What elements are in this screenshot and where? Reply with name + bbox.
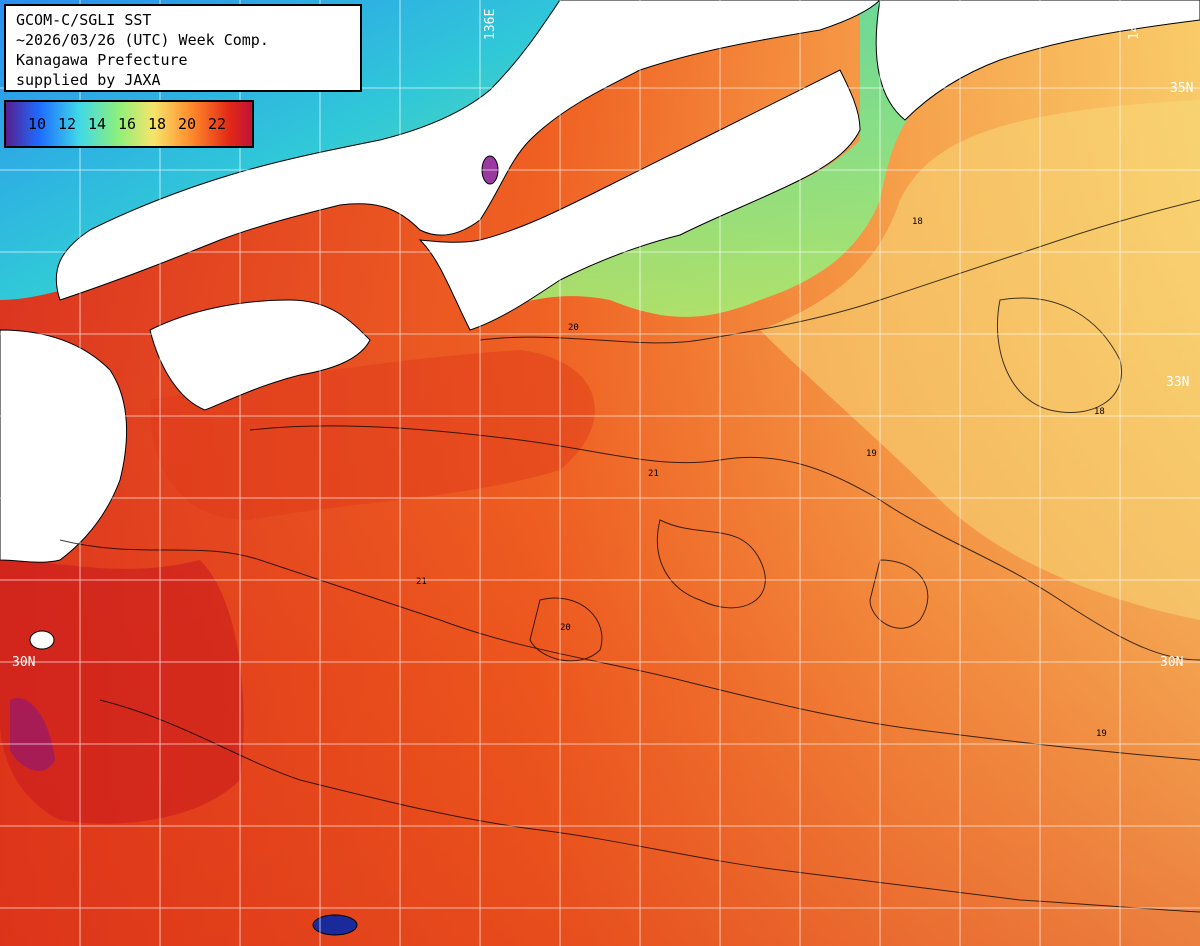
- title-line-product: GCOM-C/SGLI SST: [16, 11, 152, 29]
- legend-tick: 18: [148, 115, 167, 133]
- lat-label-30n-right: 30N: [1160, 655, 1183, 670]
- title-line-credit: supplied by JAXA: [16, 71, 161, 89]
- warm-belt: [150, 350, 595, 520]
- legend-tick: 10: [28, 115, 47, 133]
- temperature-legend: 10 12 14 16 18 20 22: [4, 100, 254, 148]
- svg-text:21: 21: [648, 469, 659, 479]
- lon-label-140e: 140E: [1127, 9, 1142, 40]
- lat-label-35n: 35N: [1170, 81, 1193, 96]
- legend-tick: 22: [208, 115, 227, 133]
- island-tanegashima: [29, 630, 55, 650]
- lon-label-136e: 136E: [483, 9, 498, 40]
- legend-tick: 14: [88, 115, 107, 133]
- svg-text:19: 19: [866, 449, 877, 459]
- svg-text:18: 18: [1094, 407, 1105, 417]
- legend-tick: 12: [58, 115, 77, 133]
- svg-text:19: 19: [1096, 729, 1107, 739]
- legend-tick: 16: [118, 115, 137, 133]
- svg-text:18: 18: [912, 217, 923, 227]
- svg-text:20: 20: [560, 623, 571, 633]
- title-line-org: Kanagawa Prefecture: [16, 51, 188, 69]
- land-kanto: [875, 0, 1200, 121]
- svg-text:21: 21: [416, 577, 427, 587]
- title-line-date: ~2026/03/26 (UTC) Week Comp.: [16, 31, 269, 49]
- kuroshio-core: [0, 560, 244, 824]
- isotherm-labels: 20 21 19 18 19 20 21 18: [416, 217, 1107, 739]
- land-kyushu: [0, 329, 127, 563]
- lat-label-33n: 33N: [1166, 375, 1189, 390]
- title-box: GCOM-C/SGLI SST ~2026/03/26 (UTC) Week C…: [4, 4, 362, 92]
- purple-spot: [10, 698, 55, 771]
- svg-text:20: 20: [568, 323, 579, 333]
- lat-label-30n-left: 30N: [12, 655, 35, 670]
- land-shikoku: [149, 299, 371, 411]
- legend-colorbar: [4, 100, 254, 148]
- legend-tick: 20: [178, 115, 197, 133]
- island-izu: [312, 914, 358, 936]
- land-honshu: [55, 0, 881, 301]
